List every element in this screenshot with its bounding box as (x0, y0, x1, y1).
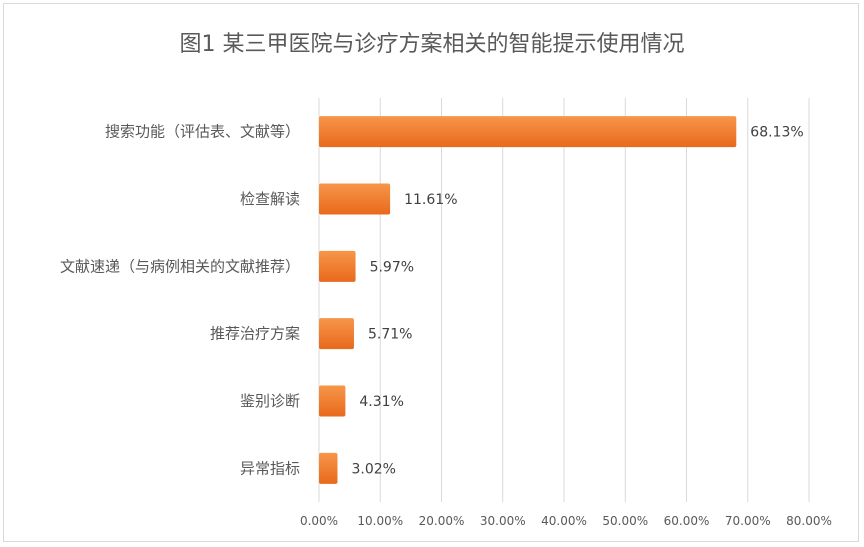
x-tick-label: 80.00% (786, 514, 832, 528)
value-label: 68.13% (750, 125, 803, 141)
x-tick-label: 50.00% (602, 514, 648, 528)
bars (319, 116, 737, 484)
bar (319, 116, 737, 148)
value-label: 5.97% (370, 259, 414, 275)
x-tick-label: 60.00% (664, 514, 710, 528)
bar (319, 385, 346, 417)
x-tick-label: 20.00% (419, 514, 465, 528)
category-label: 搜索功能（评估表、文献等） (105, 123, 300, 141)
chart-frame (3, 3, 859, 542)
labels: 0.00% 10.00% 20.00% 30.00% 40.00% 50.00% 60.00… (60, 123, 832, 528)
bar (319, 452, 338, 484)
gridlines (318, 98, 810, 502)
x-tick-label: 0.00% (300, 514, 338, 528)
value-label: 4.31% (359, 394, 403, 410)
category-label: 推荐治疗方案 (210, 325, 300, 343)
value-label: 11.61% (404, 192, 457, 208)
x-tick-label: 10.00% (357, 514, 403, 528)
bar (319, 183, 391, 215)
value-label: 3.02% (351, 461, 395, 477)
chart-title: 图1 某三甲医院与诊疗方案相关的智能提示使用情况 (179, 32, 685, 57)
bar (319, 318, 354, 350)
category-label: 检查解读 (240, 190, 300, 208)
category-label: 文献速递（与病例相关的文献推荐） (60, 257, 300, 275)
x-tick-label: 30.00% (480, 514, 526, 528)
x-tick-label: 70.00% (725, 514, 771, 528)
category-label: 鉴别诊断 (240, 392, 300, 410)
bar (319, 250, 356, 282)
value-label: 5.71% (368, 327, 412, 343)
category-label: 异常指标 (240, 459, 300, 477)
x-tick-label: 40.00% (541, 514, 587, 528)
